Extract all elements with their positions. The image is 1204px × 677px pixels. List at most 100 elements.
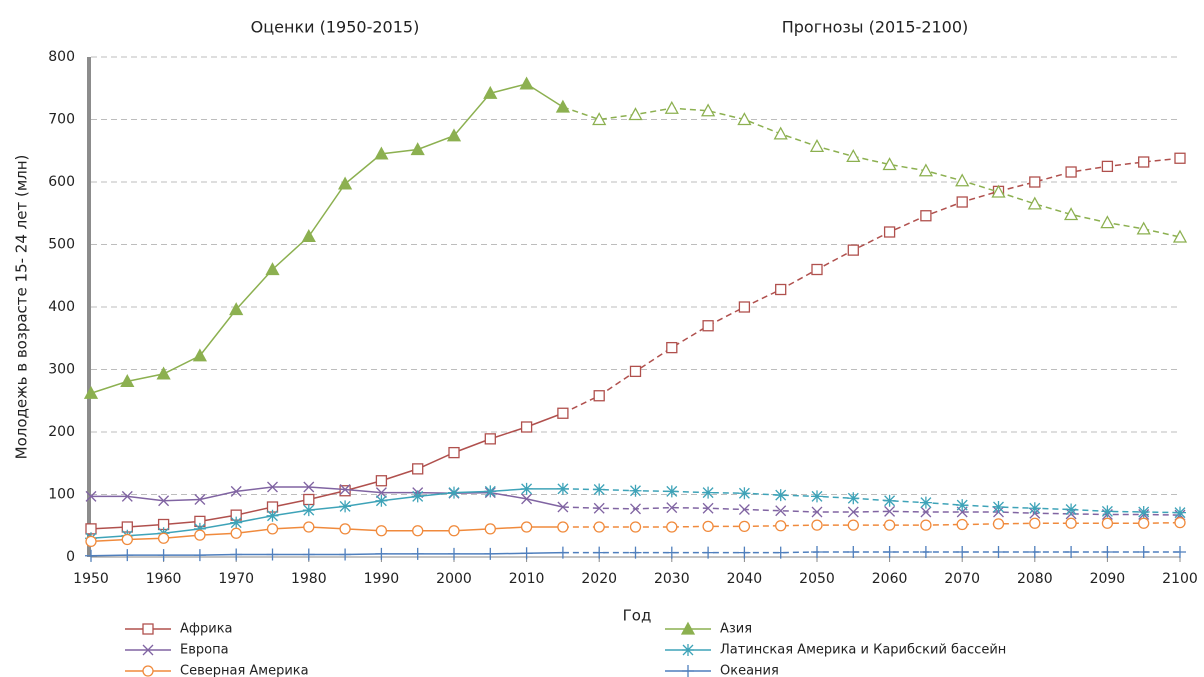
marker (375, 475, 388, 487)
marker (775, 283, 787, 296)
marker (1136, 221, 1151, 235)
estimate-line (90, 412, 564, 530)
marker (520, 482, 533, 495)
marker (1172, 229, 1188, 243)
marker (339, 500, 352, 513)
marker (303, 481, 315, 493)
marker (121, 533, 133, 546)
marker (920, 506, 932, 518)
marker (555, 99, 570, 113)
marker (85, 549, 97, 562)
marker (682, 665, 694, 677)
marker (1137, 506, 1150, 518)
marker (446, 128, 462, 142)
marker (193, 549, 206, 562)
marker (847, 546, 860, 558)
marker (593, 483, 606, 496)
marker (339, 484, 351, 495)
marker (775, 520, 787, 532)
marker (919, 496, 932, 509)
y-tick-label: 500 (48, 237, 75, 253)
marker (302, 504, 315, 517)
marker (593, 502, 605, 514)
marker (230, 516, 243, 529)
marker (411, 490, 424, 503)
x-tick-label: 1960 (146, 571, 182, 587)
marker (883, 546, 896, 558)
annotation: Прогнозы (2015-2100) (782, 18, 969, 37)
marker (1174, 546, 1186, 558)
marker (375, 525, 388, 537)
marker (629, 546, 642, 559)
marker (556, 482, 569, 495)
marker (630, 503, 641, 515)
marker (301, 229, 316, 243)
marker (374, 146, 389, 160)
x-tick-label: 2020 (581, 571, 617, 587)
marker (847, 519, 859, 531)
marker (1174, 152, 1186, 164)
marker (375, 494, 388, 507)
marker (628, 107, 643, 121)
marker (666, 341, 678, 354)
x-tick-label: 2060 (872, 571, 908, 587)
marker (1065, 517, 1077, 529)
marker (847, 244, 859, 256)
marker (1027, 196, 1042, 210)
projection-line (562, 157, 1181, 414)
marker (157, 532, 170, 544)
y-tick-label: 800 (48, 49, 75, 65)
marker (992, 518, 1005, 530)
marker (775, 505, 787, 517)
marker (411, 547, 424, 560)
marker (520, 521, 533, 533)
marker (1101, 160, 1114, 173)
marker (680, 621, 696, 635)
marker (992, 546, 1005, 558)
projection-line (562, 521, 1181, 528)
marker (85, 535, 97, 548)
marker (1101, 546, 1114, 558)
marker (120, 374, 135, 388)
marker (230, 548, 243, 561)
marker (666, 502, 678, 514)
marker (448, 446, 460, 459)
marker (665, 546, 678, 559)
marker (230, 485, 242, 497)
legend-label: Океания (720, 664, 779, 677)
x-tick-label: 2050 (799, 571, 835, 587)
marker (375, 487, 387, 499)
x-tick-label: 1990 (364, 571, 400, 587)
marker (158, 495, 170, 507)
marker (883, 494, 896, 507)
marker (412, 463, 424, 475)
legend-label: Европа (180, 643, 229, 658)
marker (665, 485, 678, 498)
marker (265, 262, 280, 276)
marker (412, 525, 424, 537)
marker (142, 644, 154, 656)
projection-line (562, 506, 1181, 516)
marker (557, 501, 569, 513)
marker (1065, 546, 1078, 558)
marker (811, 519, 823, 531)
y-tick-label: 400 (48, 299, 75, 315)
estimate-line (90, 526, 563, 543)
marker (230, 527, 242, 539)
marker (883, 519, 896, 531)
marker (846, 149, 861, 163)
marker (738, 546, 751, 559)
marker (811, 263, 823, 276)
estimate-line (91, 486, 564, 508)
marker (339, 523, 351, 535)
y-tick-label: 300 (48, 362, 75, 378)
marker (956, 196, 968, 208)
marker (919, 546, 932, 558)
estimate-line (90, 551, 563, 557)
marker (1064, 207, 1079, 221)
x-tick-label: 2000 (436, 571, 472, 587)
marker (702, 546, 715, 559)
legend-label: Северная Америка (180, 664, 309, 677)
marker (157, 549, 170, 562)
marker (266, 523, 279, 535)
